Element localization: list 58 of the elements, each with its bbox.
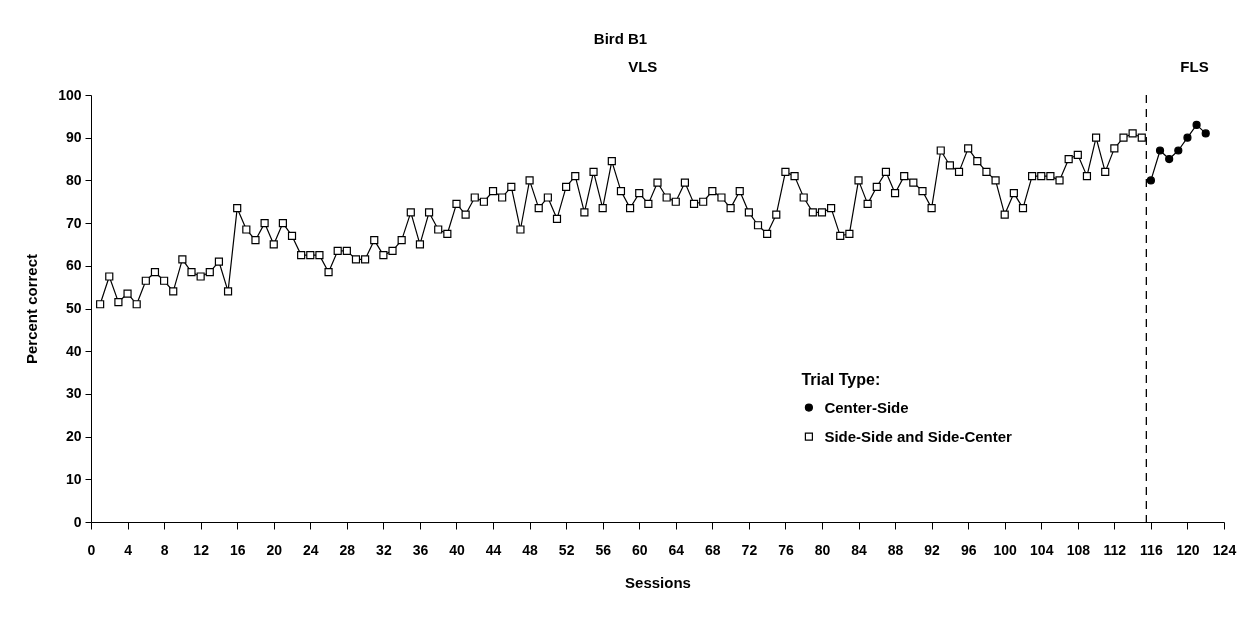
- legend-label: Center-Side: [824, 398, 909, 416]
- text: FLS: [1180, 58, 1209, 75]
- x-tick-label: 44: [485, 541, 502, 558]
- x-tick-label: 76: [778, 541, 794, 558]
- y-tick-label: 20: [65, 428, 82, 445]
- x-tick-label: 60: [631, 541, 648, 558]
- x-tick-label: 12: [193, 541, 210, 558]
- y-tick-label: 100: [58, 86, 82, 103]
- y-tick-label: 50: [65, 300, 82, 316]
- point: [1174, 146, 1183, 155]
- point: [1192, 120, 1201, 129]
- x-tick-label: 84: [851, 541, 868, 558]
- x-tick-label: 108: [1066, 541, 1091, 558]
- x-tick-label: 100: [993, 541, 1018, 558]
- x-tick-label: 124: [1212, 541, 1237, 558]
- x-tick-label: 64: [668, 541, 685, 558]
- point: [1183, 133, 1192, 142]
- x-tick-label: 52: [558, 541, 575, 558]
- y-tick-label: 80: [65, 171, 82, 188]
- x-tick-label: 48: [522, 541, 539, 558]
- y-tick-label: 10: [65, 470, 82, 487]
- y-tick-label: 70: [65, 214, 82, 231]
- x-tick-label: 88: [887, 541, 904, 558]
- x-tick-label: 112: [1103, 541, 1127, 558]
- x-tick-label: 0: [87, 541, 96, 558]
- chart-title: Bird B1: [593, 30, 648, 47]
- y-tick-label: 0: [73, 513, 82, 530]
- legend-label: Side-Side and Side-Center: [824, 427, 1013, 445]
- x-tick-label: 80: [814, 541, 831, 558]
- y-axis-title: Percent correct: [23, 253, 41, 365]
- x-tick-label: 96: [960, 541, 977, 558]
- point: [1155, 146, 1165, 155]
- legend-title: Trial Type:: [801, 371, 881, 389]
- x-axis-title: Sessions: [625, 573, 691, 591]
- x-tick-label: 68: [705, 541, 721, 558]
- x-tick-label: 104: [1030, 541, 1054, 558]
- y-tick-label: 40: [65, 342, 82, 359]
- x-tick-label: 8: [160, 541, 169, 558]
- y-tick-label: 90: [65, 129, 82, 146]
- x-tick-label: 36: [412, 541, 429, 558]
- y-tick-label: 60: [65, 257, 82, 274]
- x-tick-label: 56: [595, 541, 612, 558]
- point: [1146, 176, 1155, 185]
- x-tick-label: 28: [339, 541, 356, 558]
- x-tick-label: 4: [124, 541, 133, 558]
- y-tick-label: 30: [65, 385, 82, 402]
- point: [1201, 129, 1210, 138]
- x-tick-label: 72: [741, 541, 758, 558]
- x-tick-label: 20: [266, 541, 283, 558]
- x-tick-label: 24: [303, 541, 319, 558]
- point: [1165, 154, 1174, 164]
- x-tick-label: 32: [376, 541, 392, 558]
- x-tick-label: 120: [1176, 541, 1200, 558]
- x-tick-label: 92: [924, 541, 941, 558]
- x-tick-label: 16: [229, 541, 246, 558]
- text: VLS: [628, 58, 658, 75]
- x-tick-label: 40: [449, 541, 465, 558]
- x-tick-label: 116: [1140, 541, 1163, 558]
